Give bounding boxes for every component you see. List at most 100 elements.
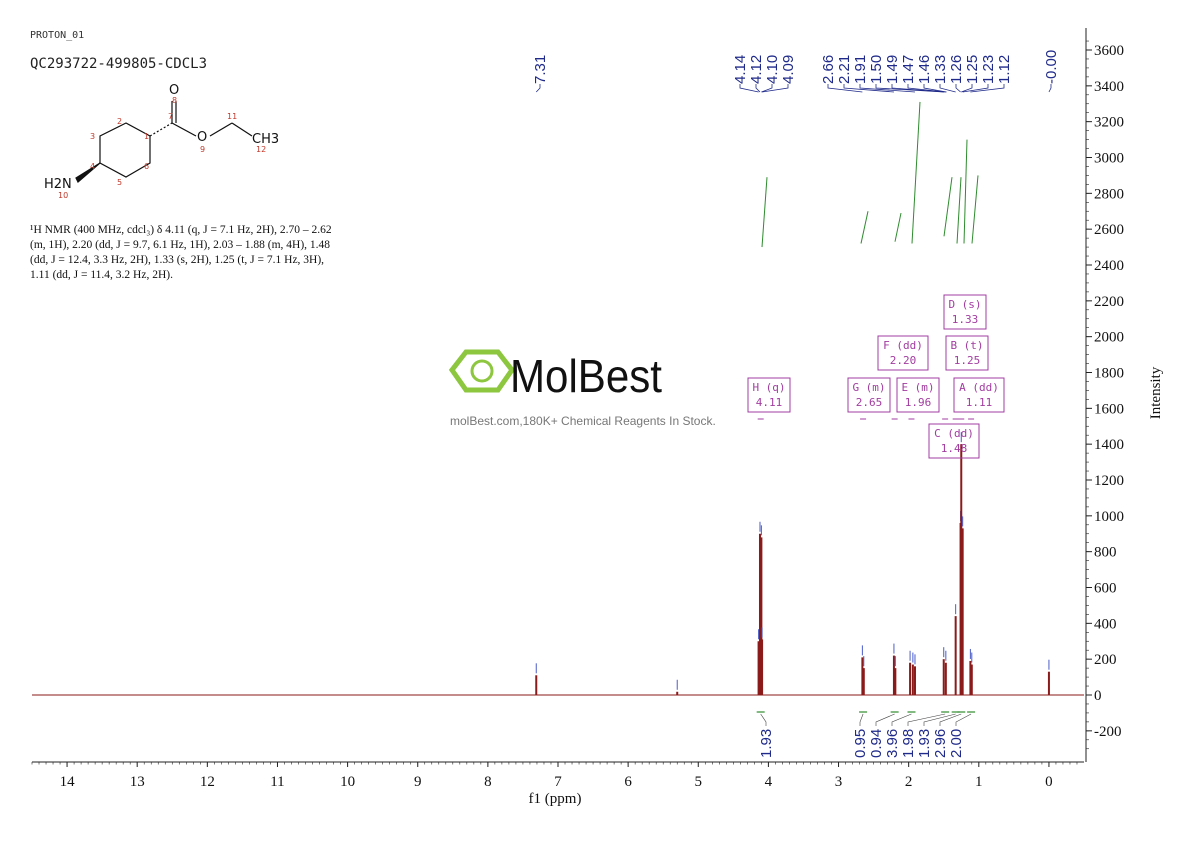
desc-line: (m, 1H), 2.20 (dd, J = 9.7, 6.1 Hz, 1H),…	[30, 239, 331, 251]
integral-value: 2.00	[948, 729, 965, 758]
x-tick-label: 9	[414, 774, 422, 790]
x-tick-label: 7	[554, 774, 562, 790]
peak-shift-label: 4.09	[780, 55, 797, 84]
y-tick-label: 3200	[1094, 115, 1124, 131]
sample-id: QC293722-499805-CDCL3	[30, 56, 208, 72]
y-tick-label: 2200	[1094, 294, 1124, 310]
integral-value: 3.96	[884, 729, 901, 758]
x-tick-label: 0	[1045, 774, 1053, 790]
y-axis-label: Intensity	[1148, 366, 1164, 419]
integral-leader	[955, 713, 972, 726]
multiplet-box	[953, 377, 1005, 413]
multiplet-box	[928, 423, 980, 459]
x-tick-label: 10	[340, 774, 355, 790]
atom-num: 1	[144, 132, 149, 141]
multiplet-box	[945, 335, 989, 371]
x-tick-label: 11	[270, 774, 284, 790]
integral-leader	[891, 713, 912, 726]
multiplet-shift: 1.33	[952, 313, 979, 326]
integral-curve	[956, 177, 962, 244]
y-tick-label: 600	[1094, 581, 1117, 597]
multiplet-type: D (s)	[948, 298, 981, 311]
peak-shift-label: 2.21	[836, 55, 853, 84]
y-tick-label: 400	[1094, 616, 1117, 632]
peak-shift-label: 1.26	[948, 55, 965, 84]
peak-shift-label: 4.10	[764, 55, 781, 84]
multiplet-shift: 1.11	[966, 396, 993, 409]
molbest-logo: MolBest	[448, 349, 662, 402]
y-tick-label: 1200	[1094, 473, 1124, 489]
peak-shift-label: 7.31	[532, 55, 549, 84]
y-tick-label: -200	[1094, 724, 1122, 740]
integral-curve	[963, 139, 968, 244]
atom-num: 3	[90, 132, 95, 141]
x-tick-label: 14	[60, 774, 76, 790]
atom-num: 6	[144, 162, 149, 171]
chemical-structure	[75, 101, 253, 183]
nmr-description: ¹H NMR (400 MHz, cdcl₃) δ 4.11 (q, J = 7…	[30, 223, 400, 283]
peak-label-leader	[739, 84, 759, 93]
multiplet-shift: 2.20	[890, 354, 917, 367]
peak-label-leader	[939, 84, 956, 93]
x-tick-label: 6	[624, 774, 632, 790]
peak-label-leader	[1048, 84, 1052, 93]
peak-label-leader	[955, 84, 961, 93]
y-tick-label: 2800	[1094, 186, 1124, 202]
peak-label-leader	[843, 84, 894, 93]
peak-shift-label: 4.14	[732, 55, 749, 84]
peak-shift-label: 4.12	[748, 55, 765, 84]
peak-label-leader	[859, 84, 916, 93]
peak-label-leader	[761, 84, 773, 93]
peak-label-leader	[891, 84, 945, 93]
atom-o8: O	[169, 83, 179, 98]
peak-shift-label: 1.49	[884, 55, 901, 84]
y-tick-label: 2400	[1094, 258, 1124, 274]
watermark-tagline: molBest.com,180K+ Chemical Reagents In S…	[450, 414, 716, 428]
integral-value: 0.94	[868, 729, 885, 758]
atom-num: 5	[117, 178, 122, 187]
atom-num: 8	[172, 96, 177, 105]
atom-num: 4	[90, 162, 95, 171]
peak-shift-label: 1.91	[852, 55, 869, 84]
desc-line: (dd, J = 12.4, 3.3 Hz, 2H), 1.33 (s, 2H)…	[30, 254, 325, 266]
multiplet-shift: 1.25	[954, 354, 981, 367]
integral-value: 0.95	[852, 729, 869, 758]
multiplet-shift: 1.48	[941, 442, 968, 455]
peak-label-leader	[923, 84, 947, 93]
integral-curve	[911, 101, 921, 244]
peak-shift-label: -0.00	[1043, 50, 1060, 84]
integral-leader	[907, 713, 946, 726]
y-tick-label: 3400	[1094, 79, 1124, 95]
multiplet-shift: 2.65	[856, 396, 883, 409]
multiplet-box	[943, 294, 987, 330]
peak-label-leader	[762, 84, 789, 93]
peak-label-leader	[970, 84, 1005, 93]
atom-num: 11	[227, 112, 237, 121]
experiment-title: PROTON_01	[30, 30, 85, 41]
x-tick-label: 4	[765, 774, 773, 790]
y-tick-label: 1000	[1094, 509, 1124, 525]
peak-label-leader	[961, 84, 973, 93]
peak-shift-label: 1.23	[980, 55, 997, 84]
atom-o9: O	[197, 130, 207, 145]
integral-leader	[760, 713, 767, 726]
y-tick-label: 1600	[1094, 401, 1124, 417]
integral-curve	[971, 175, 979, 244]
desc-line: 1.11 (dd, J = 11.4, 3.2 Hz, 2H).	[30, 269, 173, 281]
integral-curve	[860, 211, 869, 244]
x-tick-label: 1	[975, 774, 983, 790]
integral-curve	[943, 177, 953, 237]
molbest-brand: MolBest	[510, 350, 662, 402]
y-tick-label: 0	[1094, 688, 1102, 704]
integral-curve	[761, 177, 768, 248]
multiplet-type: F (dd)	[883, 339, 923, 352]
y-tick-label: 2000	[1094, 330, 1124, 346]
integral-leader	[923, 713, 956, 726]
multiplet-box	[747, 377, 791, 413]
y-tick-label: 3000	[1094, 151, 1124, 167]
atom-num: 12	[256, 145, 266, 154]
peak-label-leader	[827, 84, 863, 93]
integral-leader	[939, 713, 962, 726]
multiplet-type: H (q)	[752, 381, 785, 394]
x-tick-label: 2	[905, 774, 913, 790]
